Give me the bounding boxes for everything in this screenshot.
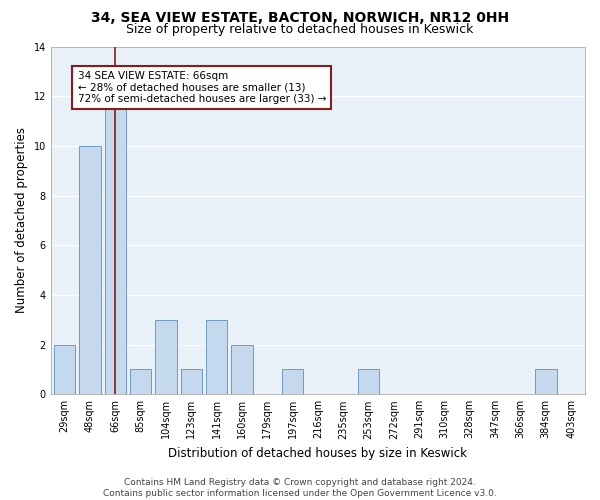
Bar: [282, 370, 304, 394]
Text: 34, SEA VIEW ESTATE, BACTON, NORWICH, NR12 0HH: 34, SEA VIEW ESTATE, BACTON, NORWICH, NR…: [91, 11, 509, 25]
Y-axis label: Number of detached properties: Number of detached properties: [15, 128, 28, 314]
Text: Size of property relative to detached houses in Keswick: Size of property relative to detached ho…: [127, 22, 473, 36]
Text: 34 SEA VIEW ESTATE: 66sqm
← 28% of detached houses are smaller (13)
72% of semi-: 34 SEA VIEW ESTATE: 66sqm ← 28% of detac…: [77, 71, 326, 104]
Bar: [104, 72, 126, 394]
Bar: [155, 320, 177, 394]
Bar: [54, 344, 76, 395]
X-axis label: Distribution of detached houses by size in Keswick: Distribution of detached houses by size …: [169, 447, 467, 460]
Bar: [206, 320, 227, 394]
Bar: [358, 370, 379, 394]
Bar: [535, 370, 557, 394]
Bar: [130, 370, 151, 394]
Bar: [181, 370, 202, 394]
Bar: [231, 344, 253, 395]
Bar: [79, 146, 101, 394]
Text: Contains HM Land Registry data © Crown copyright and database right 2024.
Contai: Contains HM Land Registry data © Crown c…: [103, 478, 497, 498]
